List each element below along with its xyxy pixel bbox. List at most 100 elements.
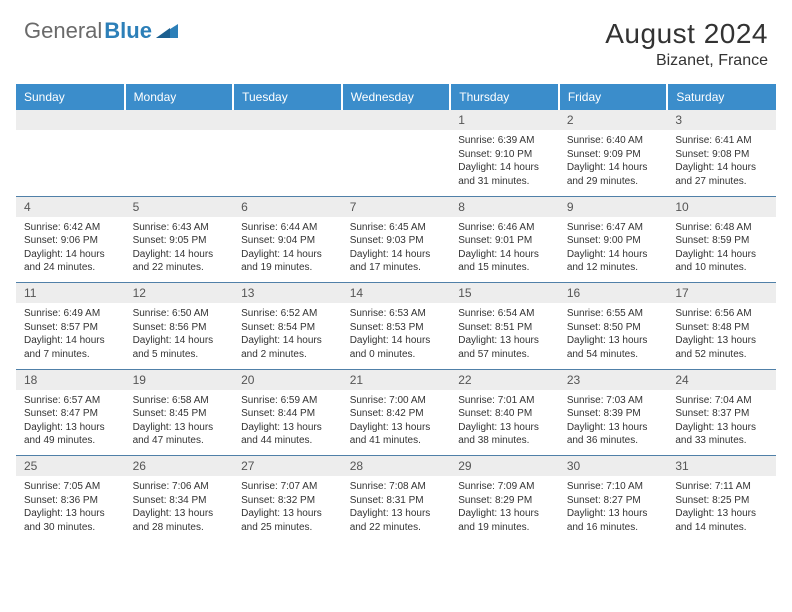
sunrise-text: Sunrise: 6:40 AM	[567, 134, 660, 148]
sunrise-text: Sunrise: 6:43 AM	[133, 221, 226, 235]
daylight-text: Daylight: 13 hours and 49 minutes.	[24, 421, 117, 448]
day-number-cell: 16	[559, 283, 668, 304]
day-number-cell: 18	[16, 369, 125, 390]
sunrise-text: Sunrise: 6:42 AM	[24, 221, 117, 235]
day-number-cell: 7	[342, 196, 451, 217]
daylight-text: Daylight: 14 hours and 15 minutes.	[458, 248, 551, 275]
sunrise-text: Sunrise: 7:06 AM	[133, 480, 226, 494]
sunset-text: Sunset: 9:09 PM	[567, 148, 660, 162]
weekday-header: Saturday	[667, 84, 776, 110]
weekday-header: Tuesday	[233, 84, 342, 110]
sunrise-text: Sunrise: 6:54 AM	[458, 307, 551, 321]
day-info-cell: Sunrise: 6:43 AMSunset: 9:05 PMDaylight:…	[125, 217, 234, 283]
day-number-cell: 10	[667, 196, 776, 217]
day-number-cell	[16, 110, 125, 130]
day-info-cell: Sunrise: 6:44 AMSunset: 9:04 PMDaylight:…	[233, 217, 342, 283]
day-info-cell: Sunrise: 7:10 AMSunset: 8:27 PMDaylight:…	[559, 476, 668, 542]
sunset-text: Sunset: 9:04 PM	[241, 234, 334, 248]
daylight-text: Daylight: 13 hours and 30 minutes.	[24, 507, 117, 534]
day-info-cell	[233, 130, 342, 196]
day-info-cell: Sunrise: 7:00 AMSunset: 8:42 PMDaylight:…	[342, 390, 451, 456]
day-info-cell: Sunrise: 6:48 AMSunset: 8:59 PMDaylight:…	[667, 217, 776, 283]
sunrise-text: Sunrise: 6:57 AM	[24, 394, 117, 408]
daylight-text: Daylight: 13 hours and 19 minutes.	[458, 507, 551, 534]
daylight-text: Daylight: 14 hours and 12 minutes.	[567, 248, 660, 275]
brand-triangle-icon	[156, 20, 178, 43]
day-info-cell: Sunrise: 7:01 AMSunset: 8:40 PMDaylight:…	[450, 390, 559, 456]
daylight-text: Daylight: 13 hours and 38 minutes.	[458, 421, 551, 448]
daylight-text: Daylight: 13 hours and 25 minutes.	[241, 507, 334, 534]
sunrise-text: Sunrise: 7:09 AM	[458, 480, 551, 494]
day-info-cell: Sunrise: 7:08 AMSunset: 8:31 PMDaylight:…	[342, 476, 451, 542]
sunrise-text: Sunrise: 6:39 AM	[458, 134, 551, 148]
daylight-text: Daylight: 14 hours and 2 minutes.	[241, 334, 334, 361]
day-number-cell: 2	[559, 110, 668, 130]
day-number-cell: 21	[342, 369, 451, 390]
sunrise-text: Sunrise: 7:03 AM	[567, 394, 660, 408]
sunset-text: Sunset: 8:47 PM	[24, 407, 117, 421]
sunset-text: Sunset: 8:39 PM	[567, 407, 660, 421]
day-number-cell: 4	[16, 196, 125, 217]
sunset-text: Sunset: 8:37 PM	[675, 407, 768, 421]
sunrise-text: Sunrise: 7:10 AM	[567, 480, 660, 494]
day-info-cell: Sunrise: 6:52 AMSunset: 8:54 PMDaylight:…	[233, 303, 342, 369]
sunset-text: Sunset: 8:44 PM	[241, 407, 334, 421]
day-number-row: 123	[16, 110, 776, 130]
day-number-cell: 20	[233, 369, 342, 390]
sunset-text: Sunset: 9:03 PM	[350, 234, 443, 248]
day-number-cell: 5	[125, 196, 234, 217]
day-info-cell: Sunrise: 7:05 AMSunset: 8:36 PMDaylight:…	[16, 476, 125, 542]
sunrise-text: Sunrise: 6:47 AM	[567, 221, 660, 235]
daylight-text: Daylight: 13 hours and 33 minutes.	[675, 421, 768, 448]
sunrise-text: Sunrise: 6:48 AM	[675, 221, 768, 235]
sunset-text: Sunset: 8:27 PM	[567, 494, 660, 508]
sunrise-text: Sunrise: 6:53 AM	[350, 307, 443, 321]
sunrise-text: Sunrise: 6:46 AM	[458, 221, 551, 235]
daylight-text: Daylight: 14 hours and 7 minutes.	[24, 334, 117, 361]
brand-name-1: General	[24, 18, 102, 44]
day-info-row: Sunrise: 7:05 AMSunset: 8:36 PMDaylight:…	[16, 476, 776, 542]
day-number-cell: 22	[450, 369, 559, 390]
page-header: GeneralBlue August 2024 Bizanet, France	[0, 0, 792, 78]
day-number-cell	[233, 110, 342, 130]
sunset-text: Sunset: 9:06 PM	[24, 234, 117, 248]
calendar-head: SundayMondayTuesdayWednesdayThursdayFrid…	[16, 84, 776, 110]
calendar-body: 123Sunrise: 6:39 AMSunset: 9:10 PMDaylig…	[16, 110, 776, 542]
sunset-text: Sunset: 8:50 PM	[567, 321, 660, 335]
day-number-cell: 30	[559, 456, 668, 477]
day-number-cell: 26	[125, 456, 234, 477]
day-number-cell: 9	[559, 196, 668, 217]
weekday-header: Thursday	[450, 84, 559, 110]
day-info-cell	[16, 130, 125, 196]
sunset-text: Sunset: 8:54 PM	[241, 321, 334, 335]
location-text: Bizanet, France	[605, 52, 768, 70]
sunset-text: Sunset: 8:51 PM	[458, 321, 551, 335]
sunset-text: Sunset: 8:53 PM	[350, 321, 443, 335]
brand-logo: GeneralBlue	[24, 18, 178, 44]
day-number-cell: 15	[450, 283, 559, 304]
day-info-cell: Sunrise: 6:47 AMSunset: 9:00 PMDaylight:…	[559, 217, 668, 283]
sunset-text: Sunset: 8:48 PM	[675, 321, 768, 335]
day-info-cell	[342, 130, 451, 196]
sunset-text: Sunset: 8:56 PM	[133, 321, 226, 335]
sunrise-text: Sunrise: 6:49 AM	[24, 307, 117, 321]
day-number-cell: 13	[233, 283, 342, 304]
day-info-cell: Sunrise: 6:39 AMSunset: 9:10 PMDaylight:…	[450, 130, 559, 196]
day-info-cell: Sunrise: 6:42 AMSunset: 9:06 PMDaylight:…	[16, 217, 125, 283]
day-number-cell: 3	[667, 110, 776, 130]
daylight-text: Daylight: 14 hours and 19 minutes.	[241, 248, 334, 275]
sunset-text: Sunset: 9:05 PM	[133, 234, 226, 248]
sunset-text: Sunset: 8:25 PM	[675, 494, 768, 508]
sunrise-text: Sunrise: 6:50 AM	[133, 307, 226, 321]
sunset-text: Sunset: 9:08 PM	[675, 148, 768, 162]
month-title: August 2024	[605, 18, 768, 50]
day-number-cell: 11	[16, 283, 125, 304]
day-info-cell: Sunrise: 7:03 AMSunset: 8:39 PMDaylight:…	[559, 390, 668, 456]
sunset-text: Sunset: 9:00 PM	[567, 234, 660, 248]
day-info-row: Sunrise: 6:49 AMSunset: 8:57 PMDaylight:…	[16, 303, 776, 369]
day-number-cell: 29	[450, 456, 559, 477]
sunrise-text: Sunrise: 6:55 AM	[567, 307, 660, 321]
day-number-cell: 24	[667, 369, 776, 390]
sunrise-text: Sunrise: 7:05 AM	[24, 480, 117, 494]
day-number-row: 45678910	[16, 196, 776, 217]
